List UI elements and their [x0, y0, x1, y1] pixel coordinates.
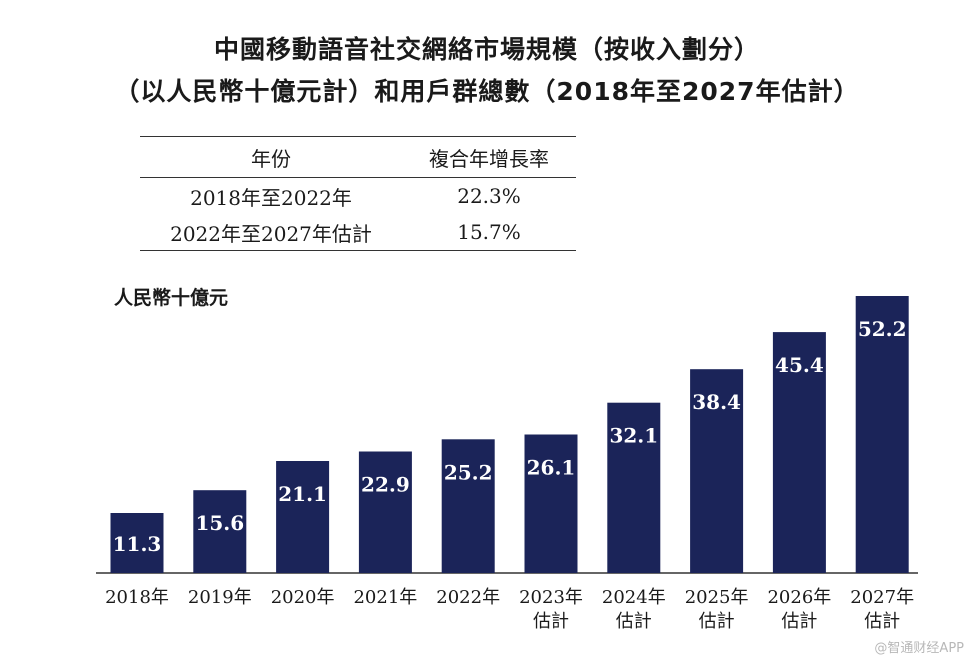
chart-title-line-2: （以人民幣十億元計）和用戶群總數（2018年至2027年估計）	[114, 77, 860, 106]
bar-value-label: 15.6	[195, 511, 244, 535]
x-tick-label: 2020年	[271, 587, 335, 608]
x-tick-label: 2023年	[519, 587, 583, 608]
x-tick-label: 2018年	[105, 587, 169, 608]
bar-value-label: 32.1	[609, 424, 658, 448]
x-tick-label: 2024年	[602, 587, 666, 608]
cagr-table-row: 2018年至2022年 22.3%	[140, 178, 576, 214]
cagr-rate-cell: 15.7%	[457, 220, 521, 244]
x-tick-label: 2022年	[436, 587, 500, 608]
cagr-header-period: 年份	[251, 146, 291, 171]
bar-value-label: 26.1	[527, 456, 576, 480]
x-tick-label: 估計	[616, 611, 652, 632]
cagr-table-header-row: 年份 複合年增長率	[140, 137, 576, 178]
x-tick-label: 估計	[781, 611, 817, 632]
x-tick-label: 估計	[699, 611, 735, 632]
x-tick-label: 2025年	[685, 587, 749, 608]
bar	[524, 434, 578, 573]
bar	[772, 332, 826, 573]
bar-value-label: 45.4	[775, 353, 824, 377]
x-tick-label: 2027年	[850, 587, 914, 608]
bar-value-label: 38.4	[692, 390, 741, 414]
cagr-period-cell: 2018年至2022年	[190, 185, 352, 210]
x-tick-label: 2019年	[188, 587, 252, 608]
cagr-period-cell: 2022年至2027年估計	[170, 221, 372, 246]
bar	[690, 369, 744, 573]
y-axis-unit-label: 人民幣十億元	[114, 287, 229, 309]
bar	[276, 461, 330, 573]
cagr-table-row: 2022年至2027年估計 15.7%	[140, 214, 576, 250]
bar-value-label: 52.2	[858, 317, 907, 341]
x-tick-label: 2021年	[353, 587, 417, 608]
bar-value-label: 22.9	[361, 473, 410, 497]
bar	[607, 402, 661, 573]
bar-value-label: 21.1	[278, 482, 327, 506]
x-tick-label: 估計	[864, 611, 900, 632]
bar	[110, 513, 164, 573]
bar-value-label: 11.3	[113, 532, 162, 556]
x-tick-label: 2026年	[767, 587, 831, 608]
bar	[855, 296, 909, 573]
cagr-rate-cell: 22.3%	[457, 184, 521, 208]
bar	[441, 439, 495, 573]
bar	[193, 490, 247, 573]
x-tick-label: 估計	[533, 611, 569, 632]
bar-value-label: 25.2	[444, 460, 493, 484]
chart-title-line-1: 中國移動語音社交網絡市場規模（按收入劃分）	[213, 35, 760, 64]
watermark: @智通财经APP	[874, 641, 964, 656]
cagr-header-rate: 複合年增長率	[429, 146, 549, 171]
bar	[358, 451, 412, 573]
cagr-table: 年份 複合年增長率 2018年至2022年 22.3% 2022年至2027年估…	[140, 136, 576, 251]
